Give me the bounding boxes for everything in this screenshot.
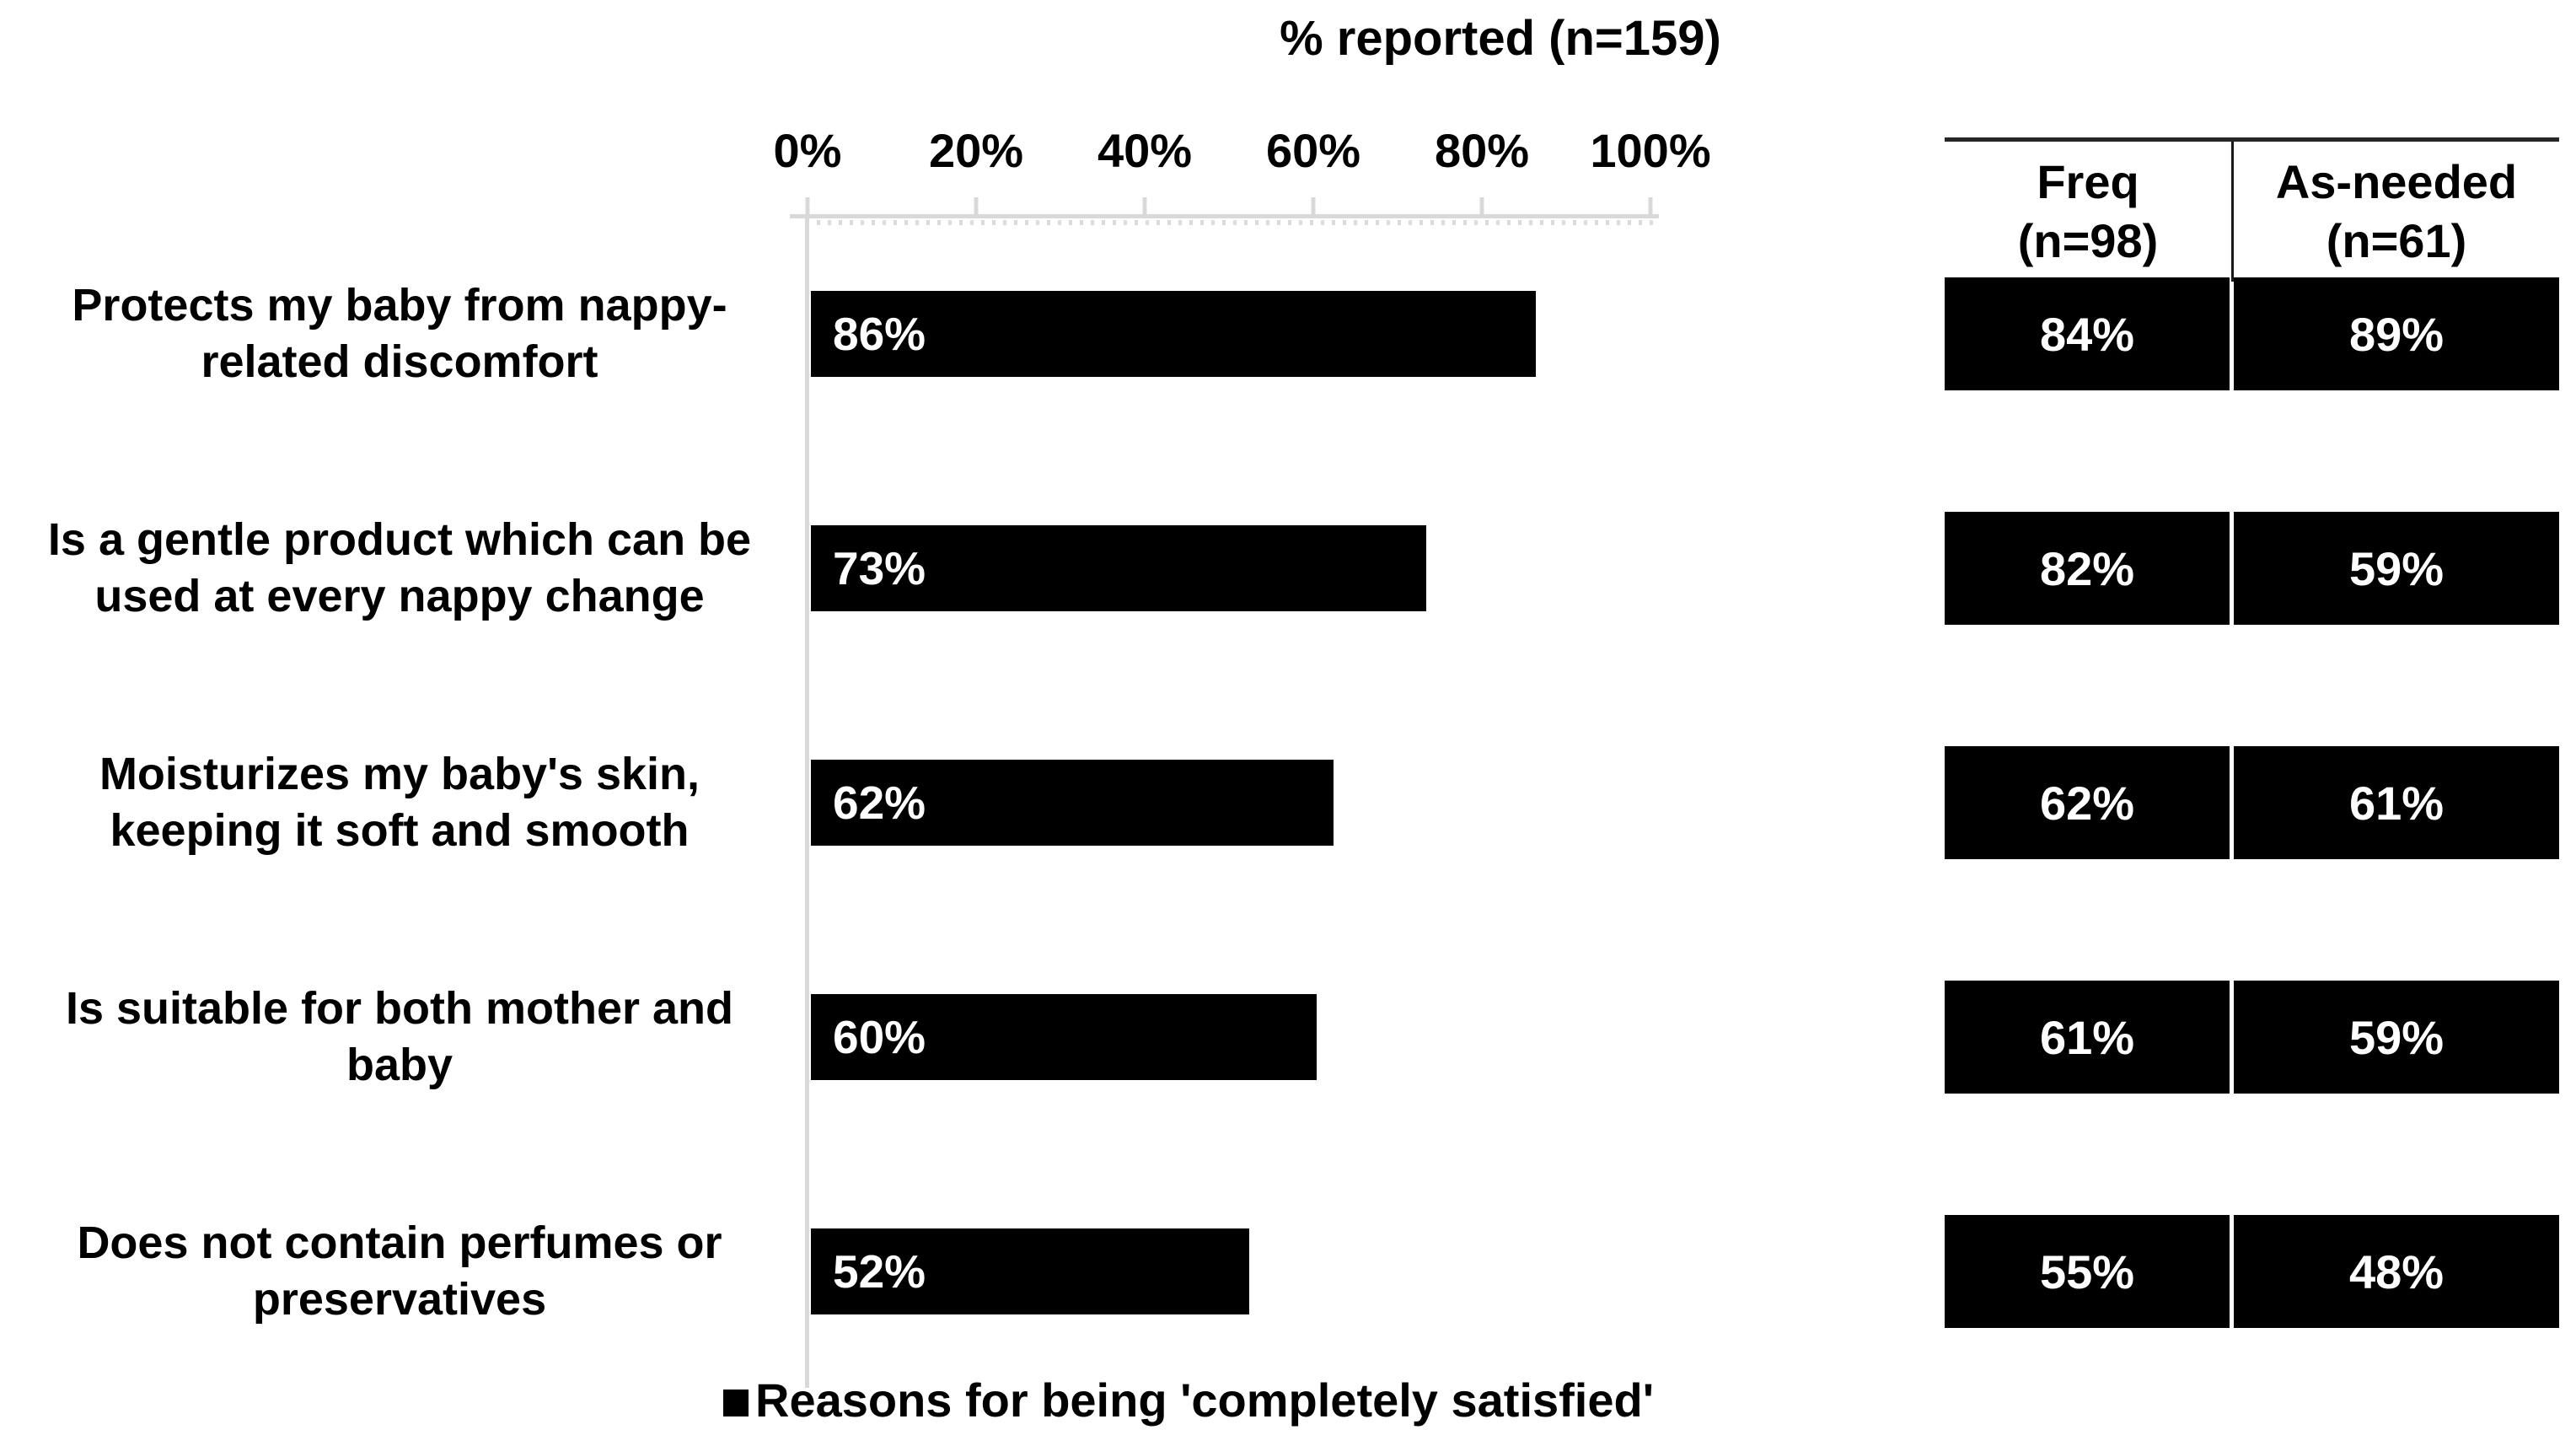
x-axis-major-tick: [1311, 197, 1316, 218]
table-cell: 59%: [2234, 512, 2559, 625]
x-axis-major-tick: [1479, 197, 1484, 218]
x-axis-major-tick: [1648, 197, 1653, 218]
table-header-as-needed: As-needed (n=61): [2275, 155, 2518, 267]
legend-label: Reasons for being 'completely satisfied': [755, 1373, 1655, 1427]
table-row: 82% 59%: [1945, 512, 2559, 625]
y-axis-line: [805, 216, 809, 1388]
table-cell: 82%: [1945, 512, 2230, 625]
bar-protects: 86%: [811, 291, 1536, 377]
bar-perfumes: 52%: [811, 1228, 1249, 1314]
category-label: Does not contain perfumes or preservativ…: [77, 1217, 722, 1325]
x-axis-major-tick: [974, 197, 979, 218]
bar-gentle: 73%: [811, 525, 1426, 611]
table-cell: 55%: [1945, 1215, 2230, 1328]
x-axis-minor-ticks: [806, 220, 1654, 225]
x-tick-100: 100%: [1590, 124, 1711, 177]
bar-value-label: 60%: [833, 1011, 926, 1063]
x-tick-60: 60%: [1265, 124, 1361, 177]
legend-swatch-icon: [723, 1389, 749, 1416]
bar-value-label: 86%: [833, 308, 926, 360]
table-cell: 84%: [1945, 277, 2230, 390]
x-tick-0: 0%: [773, 124, 842, 177]
table-row: 55% 48%: [1945, 1215, 2559, 1328]
table-cell: 59%: [2234, 981, 2559, 1094]
bar-value-label: 52%: [833, 1245, 926, 1298]
table-cell: 61%: [2234, 746, 2559, 859]
table-row: 61% 59%: [1945, 981, 2559, 1094]
table-cell: 62%: [1945, 746, 2230, 859]
table-cell: 89%: [2234, 277, 2559, 390]
table-header-freq: Freq (n=98): [1945, 142, 2234, 282]
x-axis-line: [790, 214, 1659, 218]
x-tick-40: 40%: [1097, 124, 1193, 177]
bar-value-label: 73%: [833, 542, 926, 594]
bar-suitable: 60%: [811, 994, 1317, 1080]
category-label: Is a gentle product which can be used at…: [47, 513, 752, 622]
x-axis-major-tick: [805, 197, 810, 218]
x-axis-major-tick: [1142, 197, 1147, 218]
table-cell: 48%: [2234, 1215, 2559, 1328]
table-row: 84% 89%: [1945, 277, 2559, 390]
chart-title: % reported (n=159): [1280, 11, 1721, 66]
category-label: Moisturizes my baby's skin, keeping it s…: [99, 748, 700, 857]
bar-value-label: 62%: [833, 777, 926, 829]
x-tick-20: 20%: [928, 124, 1024, 177]
legend: Reasons for being 'completely satisfied': [723, 1373, 1654, 1427]
table-row: 62% 61%: [1945, 746, 2559, 859]
table-header-row: Freq (n=98) As-needed (n=61): [1945, 137, 2559, 282]
table-cell: 61%: [1945, 981, 2230, 1094]
x-tick-80: 80%: [1434, 124, 1530, 177]
category-label: Protects my baby from nappy-related disc…: [72, 279, 727, 388]
bar-moisturizes: 62%: [811, 760, 1334, 846]
category-label: Is suitable for both mother and baby: [65, 982, 734, 1091]
